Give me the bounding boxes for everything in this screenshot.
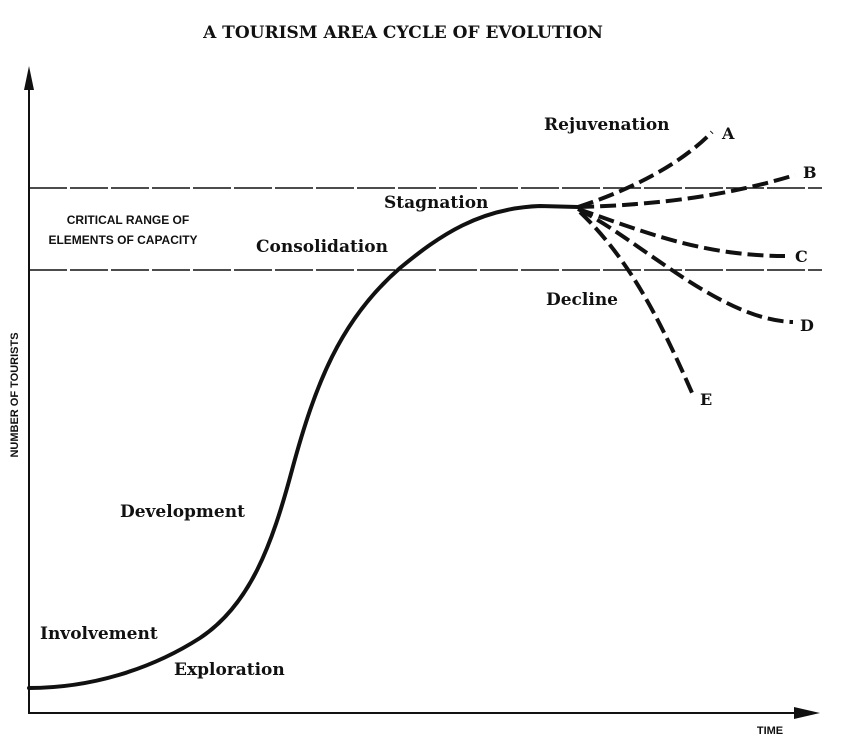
outcome-a: A [721, 124, 735, 143]
y-axis-arrow-icon [24, 66, 34, 90]
x-axis-label: TIME [757, 725, 783, 737]
stage-development: Development [120, 502, 245, 522]
x-axis [28, 707, 820, 719]
critical-range-label-line2: ELEMENTS OF CAPACITY [48, 233, 197, 247]
critical-range-band [29, 187, 822, 271]
curve-c [577, 207, 786, 258]
stage-involvement: Involvement [40, 624, 158, 644]
stage-stagnation: Stagnation [384, 193, 488, 213]
critical-range-label-line1: CRITICAL RANGE OF [67, 213, 189, 227]
curve-b [577, 173, 796, 209]
curve-e [578, 210, 695, 396]
outcome-b: B [803, 163, 817, 182]
stage-exploration: Exploration [174, 660, 285, 680]
diagram-title: A TOURISM AREA CYCLE OF EVOLUTION [202, 23, 603, 43]
future-scenarios [577, 130, 796, 396]
outcome-d: D [800, 316, 814, 335]
curve-d [577, 207, 794, 324]
y-axis-label: NUMBER OF TOURISTS [9, 332, 21, 457]
tourism-growth-curve [27, 203, 580, 690]
outcome-c: C [795, 247, 808, 266]
outcome-e: E [700, 390, 712, 409]
stage-consolidation: Consolidation [256, 237, 388, 257]
curve-a [577, 130, 714, 209]
x-axis-arrow-icon [794, 707, 820, 719]
stage-rejuvenation: Rejuvenation [544, 115, 670, 135]
stage-decline: Decline [546, 290, 618, 310]
y-axis [24, 66, 34, 714]
